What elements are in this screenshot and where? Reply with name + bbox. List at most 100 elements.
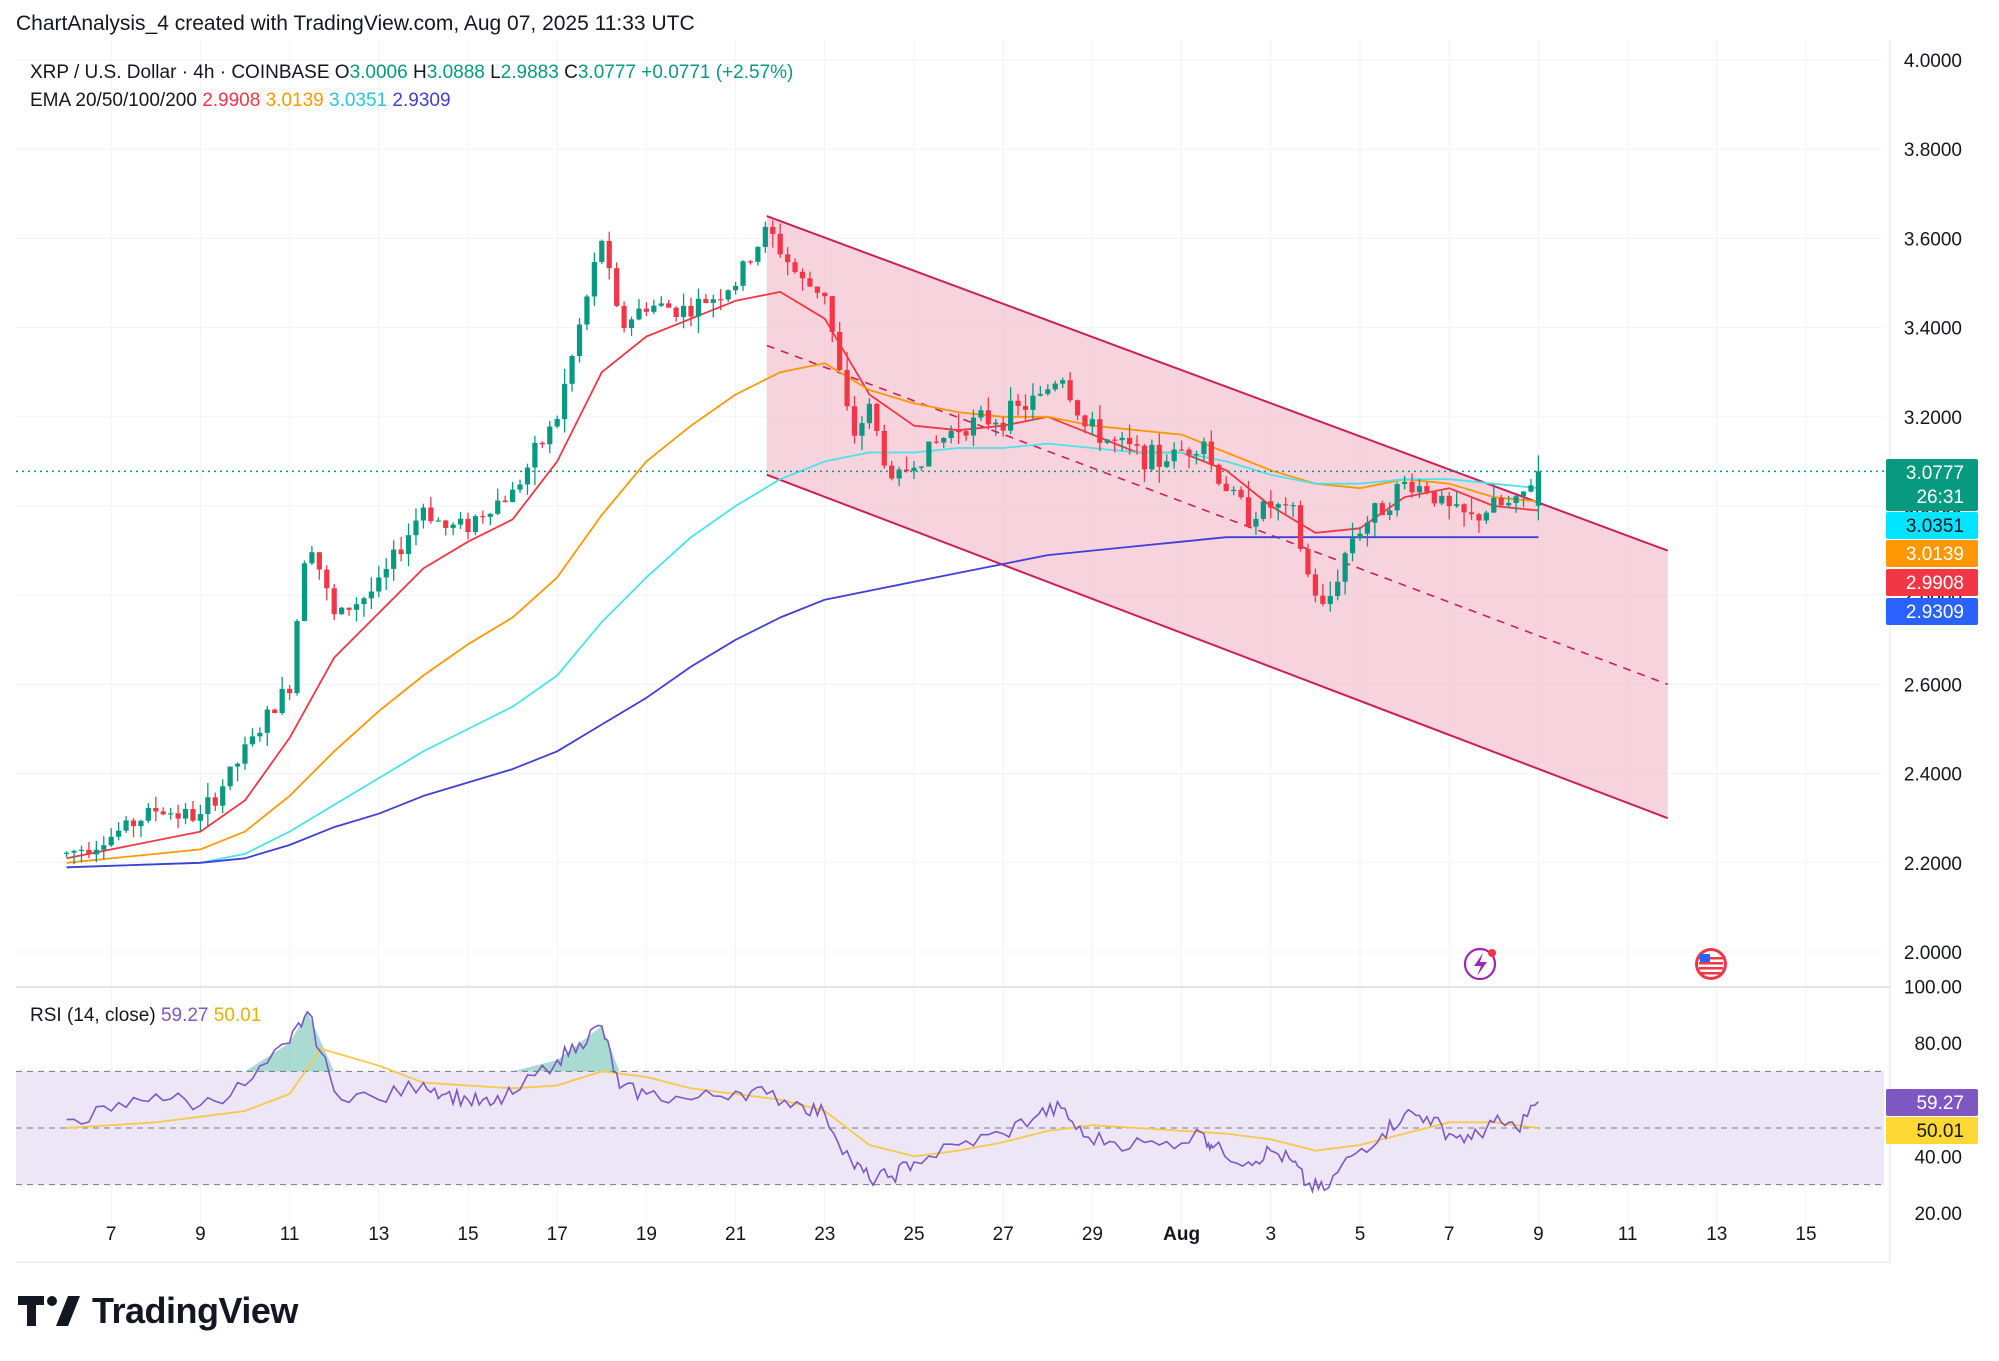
candle-up <box>562 383 568 420</box>
candle-down <box>807 278 813 287</box>
candle-down <box>1112 439 1118 441</box>
candle-up <box>1402 481 1408 485</box>
rsi-value: 59.27 <box>161 1005 214 1026</box>
price-tag-value: 3.0139 <box>1906 544 1964 565</box>
candle-up <box>339 607 345 615</box>
change-value: +0.0771 (+2.57%) <box>641 62 793 83</box>
candle-up <box>145 807 151 821</box>
candle-down <box>1141 445 1148 470</box>
rsi-legend: RSI (14, close) 59.27 50.01 <box>30 1005 261 1026</box>
candle-up <box>1290 505 1296 507</box>
date-tick-label: 9 <box>1533 1224 1544 1245</box>
candle-down <box>1305 548 1311 575</box>
candle-up <box>695 298 702 317</box>
candle-up <box>138 820 144 827</box>
price-tick-label: 3.4000 <box>1904 319 1962 340</box>
date-tick-label: 5 <box>1355 1224 1366 1245</box>
ema-value: 3.0139 <box>266 90 329 111</box>
candle-down <box>829 296 835 332</box>
candle-down <box>844 370 850 407</box>
candle-down <box>1186 449 1192 455</box>
candle-up <box>264 709 270 733</box>
date-tick-label: 9 <box>195 1224 206 1245</box>
price-tick-label: 2.0000 <box>1904 943 1962 964</box>
tradingview-logo-icon <box>18 1296 80 1326</box>
date-tick-label: 13 <box>1706 1224 1727 1245</box>
candle-down <box>666 303 672 308</box>
high-label: H <box>413 62 427 83</box>
candle-down <box>1022 405 1029 410</box>
candle-up <box>197 814 203 821</box>
candle-up <box>1253 518 1259 527</box>
candle-up <box>733 285 739 291</box>
candlesticks <box>64 220 1541 865</box>
candle-down <box>822 292 828 297</box>
candle-up <box>1037 393 1043 396</box>
descending-channel <box>766 215 1669 820</box>
candle-down <box>212 797 218 806</box>
us-flag-event-icon <box>1695 948 1727 980</box>
date-tick-label: 25 <box>903 1224 924 1245</box>
candle-up <box>64 852 70 854</box>
candle-down <box>175 813 181 819</box>
candle-up <box>301 563 308 622</box>
rsi-tick-label: 40.00 <box>1914 1147 1962 1168</box>
candle-up <box>1275 504 1281 508</box>
candle-down <box>1097 419 1103 443</box>
candle-down <box>86 849 92 855</box>
candle-up <box>584 296 590 325</box>
candle-up <box>391 549 397 569</box>
candle-down <box>1268 501 1274 508</box>
price-tick-label: 3.8000 <box>1904 140 1962 161</box>
date-tick-label: 11 <box>280 1224 300 1245</box>
rsi-ma-line <box>66 1047 1539 1158</box>
candle-up <box>1439 495 1445 504</box>
ema-label: EMA 20/50/100/200 <box>30 90 202 111</box>
channel-middle-line <box>766 344 1669 686</box>
candle-down <box>1431 491 1437 504</box>
ema-legend: EMA 20/50/100/200 2.9908 3.0139 3.0351 2… <box>30 90 451 111</box>
ema-value: 2.9908 <box>202 90 265 111</box>
rsi-ma-tag-value: 50.01 <box>1916 1121 1964 1142</box>
candle-up <box>457 518 464 525</box>
candle-down <box>851 406 858 436</box>
candle-down <box>1446 495 1452 507</box>
candle-up <box>1491 497 1497 513</box>
candle-up <box>1372 503 1378 523</box>
candle-up <box>1008 400 1014 431</box>
date-tick-label: Aug <box>1163 1224 1200 1245</box>
candle-up <box>1030 395 1036 410</box>
tradingview-logo[interactable]: TradingView <box>18 1290 298 1332</box>
candle-up <box>168 813 174 815</box>
price-tick-label: 2.2000 <box>1904 854 1962 875</box>
price-tag-countdown: 26:31 <box>1916 487 1964 508</box>
candle-up <box>576 324 583 356</box>
close-label: C <box>564 62 578 83</box>
ema-value: 2.9309 <box>392 90 450 111</box>
candle-down <box>346 607 352 610</box>
axes: 4.00003.80003.60003.40003.20003.00002.80… <box>106 40 1962 1262</box>
candle-up <box>1327 596 1333 604</box>
candle-down <box>130 820 137 827</box>
rsi-overbought-fill <box>512 1026 620 1072</box>
candle-down <box>770 226 776 234</box>
candle-up <box>740 261 746 286</box>
candle-down <box>287 688 293 694</box>
candle-down <box>502 500 508 503</box>
event-icons[interactable] <box>1463 947 1727 981</box>
price-legend: XRP / U.S. Dollar · 4h · COINBASE O3.000… <box>30 62 793 1026</box>
candle-up <box>569 355 575 384</box>
candle-down <box>673 307 679 317</box>
candle-up <box>1193 454 1200 456</box>
candle-up <box>755 246 761 262</box>
candle-up <box>71 850 77 853</box>
price-tag-value: 2.9309 <box>1906 602 1964 623</box>
candle-down <box>1476 514 1482 521</box>
candle-down <box>1134 444 1140 446</box>
price-tag-value: 2.9908 <box>1906 573 1964 594</box>
candle-up <box>658 303 664 306</box>
candle-up <box>1357 533 1363 539</box>
date-tick-label: 3 <box>1266 1224 1277 1245</box>
candle-down <box>785 254 791 263</box>
